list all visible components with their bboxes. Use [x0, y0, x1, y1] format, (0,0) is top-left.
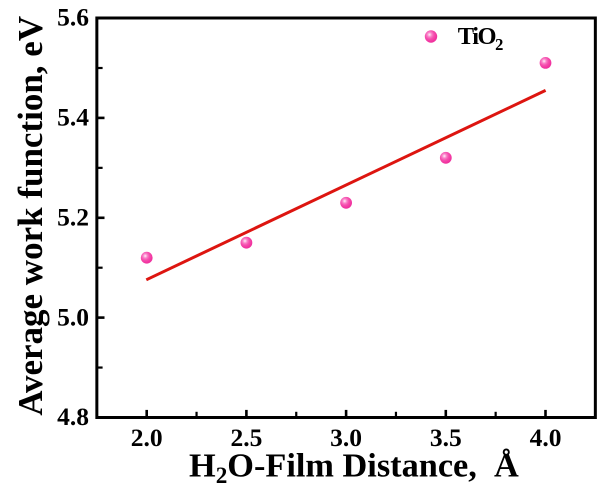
svg-text:4.0: 4.0 [530, 423, 562, 452]
svg-text:2.5: 2.5 [230, 423, 262, 452]
svg-text:5.4: 5.4 [57, 103, 89, 132]
svg-text:Average work function, eV: Average work function, eV [11, 16, 50, 416]
svg-text:3.5: 3.5 [430, 423, 462, 452]
svg-text:TiO2: TiO2 [458, 23, 504, 54]
svg-text:5.2: 5.2 [57, 203, 89, 232]
svg-text:4.8: 4.8 [57, 402, 89, 431]
svg-text:2.0: 2.0 [131, 423, 163, 452]
svg-text:3.0: 3.0 [330, 423, 362, 452]
svg-text:H2O-Film Distance, Å: H2O-Film Distance, Å [189, 447, 519, 488]
svg-text:5.6: 5.6 [57, 3, 89, 32]
svg-text:5.0: 5.0 [57, 302, 89, 331]
